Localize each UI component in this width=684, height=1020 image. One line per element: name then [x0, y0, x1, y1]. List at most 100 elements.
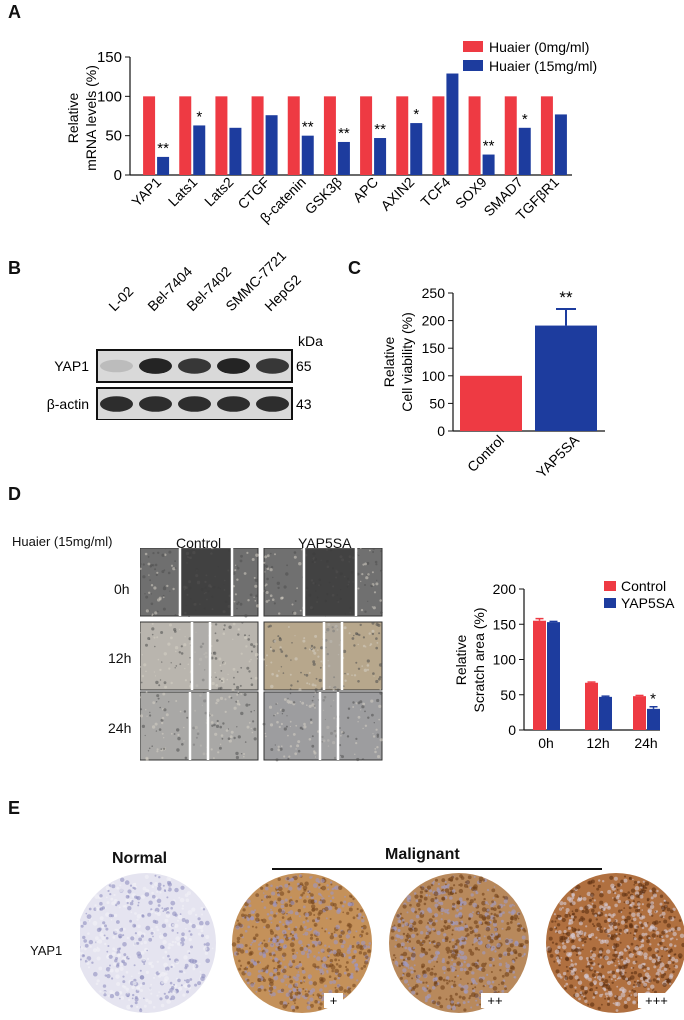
cell-speck: [156, 610, 159, 613]
stain-speck: [354, 963, 359, 968]
stain-speck: [301, 970, 306, 974]
stain-speck: [351, 976, 354, 978]
stain-speck: [556, 958, 561, 963]
stain-speck: [441, 959, 445, 964]
cell-speck: [313, 651, 317, 655]
stain-speck: [631, 989, 634, 992]
stain-speck: [242, 908, 246, 912]
stain-speck: [568, 913, 570, 916]
bar-control: [504, 96, 517, 175]
stain-speck: [183, 955, 188, 960]
cell-speck: [371, 571, 374, 574]
cell-speck: [176, 728, 180, 732]
stain-speck: [85, 912, 88, 915]
stain-speck: [587, 1003, 590, 1006]
stain-speck: [202, 908, 206, 911]
bar-treated: [554, 114, 567, 175]
stain-speck: [577, 928, 580, 932]
stain-speck: [257, 970, 261, 973]
stain-speck: [197, 981, 202, 986]
stain-speck: [592, 904, 597, 909]
stain-speck: [276, 890, 279, 892]
stain-speck: [585, 925, 588, 928]
stain-speck: [441, 913, 443, 915]
stain-speck: [284, 898, 288, 902]
stain-speck: [157, 886, 162, 891]
cell-speck: [311, 699, 314, 702]
stain-speck: [130, 911, 133, 914]
stain-speck: [598, 913, 602, 917]
stain-speck: [613, 885, 617, 889]
stain-speck: [650, 896, 654, 900]
cell-speck: [320, 660, 323, 663]
cell-speck: [140, 562, 142, 566]
stain-speck: [632, 900, 636, 903]
stain-speck: [316, 993, 320, 997]
stain-speck: [255, 893, 260, 897]
stain-speck: [301, 995, 304, 998]
stain-speck: [574, 928, 577, 932]
y-tick-label: 250: [422, 285, 446, 301]
cell-speck: [275, 758, 279, 762]
stain-speck: [569, 984, 574, 989]
stain-speck: [136, 918, 139, 921]
stain-speck: [633, 932, 637, 935]
stain-speck: [623, 1004, 629, 1009]
legend-label: YAP5SA: [621, 595, 675, 611]
stain-speck: [139, 997, 141, 1000]
stain-speck: [640, 976, 644, 981]
stain-speck: [460, 945, 465, 949]
bar: [585, 682, 598, 730]
stain-speck: [294, 911, 299, 916]
scratch-gap: [320, 693, 338, 759]
cell-speck: [339, 727, 341, 729]
stain-speck: [328, 895, 330, 898]
stain-speck: [554, 920, 557, 923]
stain-speck: [194, 913, 198, 917]
cell-speck: [375, 622, 379, 626]
stain-speck: [466, 933, 470, 937]
stain-speck: [111, 952, 116, 956]
cell-speck: [295, 748, 297, 750]
score-box: [481, 993, 509, 1008]
stain-speck: [441, 966, 447, 971]
stain-speck: [644, 966, 647, 969]
stain-speck: [450, 921, 454, 924]
cell-speck: [308, 683, 311, 685]
stain-speck: [139, 983, 143, 987]
stain-speck: [419, 980, 423, 984]
cell-speck: [215, 684, 219, 687]
stain-speck: [360, 925, 363, 928]
cell-speck: [358, 633, 361, 637]
stain-speck: [643, 982, 648, 987]
stain-speck: [452, 902, 456, 906]
stain-speck: [473, 875, 476, 878]
stain-speck: [629, 932, 632, 934]
cell-speck: [324, 614, 327, 617]
stain-speck: [640, 924, 644, 928]
cell-speck: [378, 718, 381, 721]
stain-speck: [317, 912, 321, 916]
stain-speck: [341, 904, 345, 908]
cell-speck: [158, 728, 162, 731]
stain-speck: [484, 901, 488, 905]
cell-speck: [236, 685, 240, 690]
stain-speck: [302, 933, 305, 936]
stain-speck: [553, 926, 556, 929]
stain-speck: [126, 991, 129, 994]
stain-speck: [305, 917, 308, 920]
stain-speck: [630, 895, 635, 900]
cell-speck: [233, 736, 236, 740]
cell-speck: [372, 551, 375, 553]
stain-speck: [482, 916, 487, 921]
stain-speck: [517, 924, 520, 927]
stain-speck: [557, 914, 561, 919]
stain-speck: [279, 891, 285, 896]
cell-speck: [181, 743, 184, 746]
stain-speck: [488, 963, 493, 967]
stain-speck: [633, 1001, 635, 1004]
stain-speck: [362, 915, 365, 918]
stain-speck: [189, 933, 193, 936]
stain-speck: [88, 907, 92, 911]
stain-speck: [608, 975, 611, 979]
